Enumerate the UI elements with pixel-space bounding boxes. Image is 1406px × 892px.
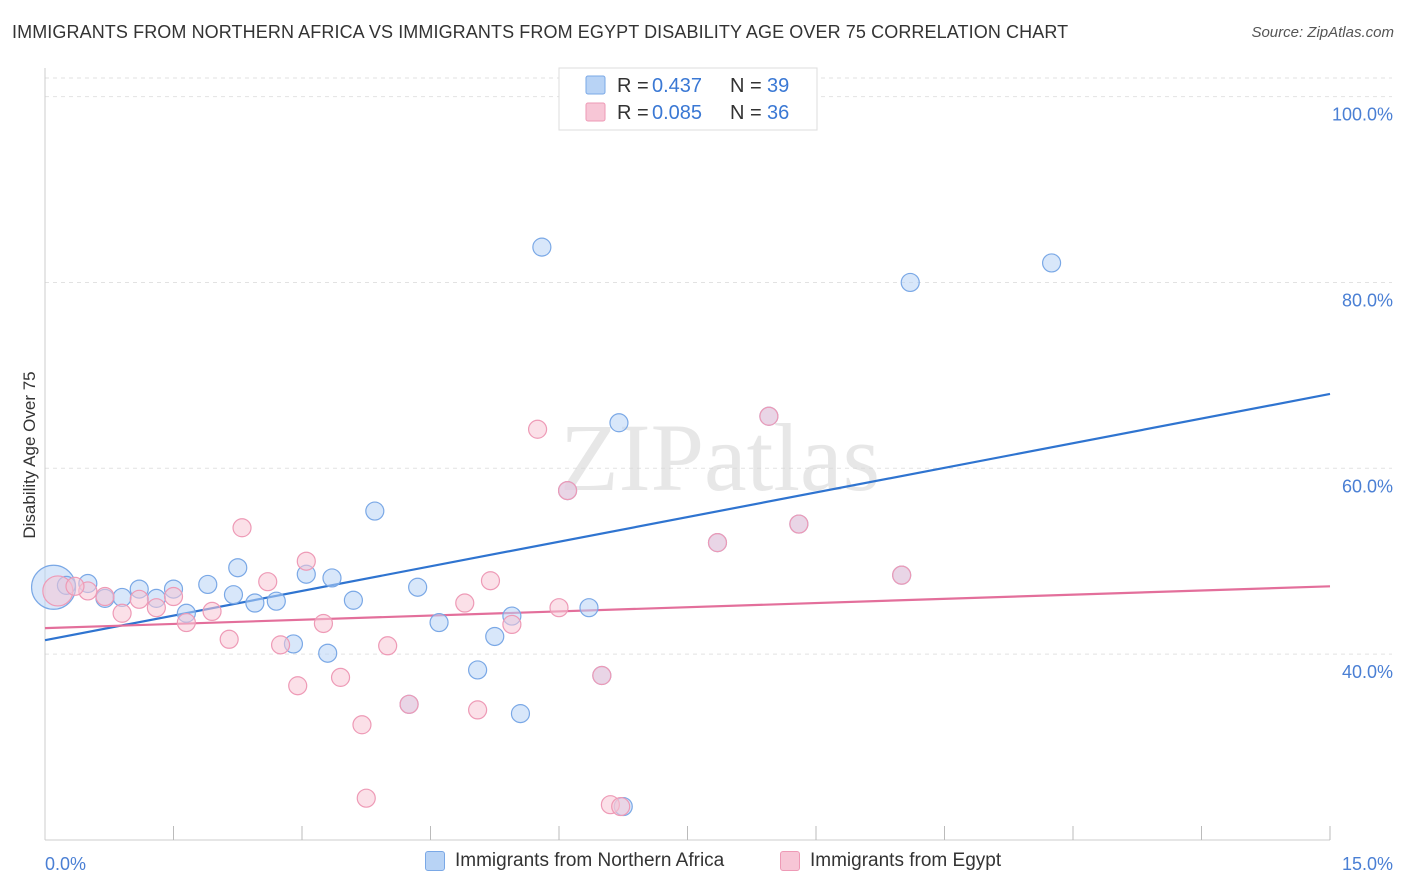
axes bbox=[44, 68, 1331, 841]
pink-data-point bbox=[480, 571, 501, 591]
pink-data-point bbox=[611, 796, 631, 817]
pink-swatch bbox=[780, 851, 800, 871]
legend-n-label: N = bbox=[730, 102, 762, 124]
legend-r-label: R = bbox=[617, 102, 649, 124]
legend-r-label: R = bbox=[617, 75, 649, 97]
bottom-legend-label: Immigrants from Egypt bbox=[810, 850, 1002, 871]
blue-data-point bbox=[266, 591, 286, 611]
blue-data-point bbox=[408, 577, 428, 597]
pink-data-point bbox=[270, 635, 291, 655]
pink-data-point bbox=[707, 533, 728, 553]
pink-data-point bbox=[112, 603, 132, 623]
pink-data-point bbox=[455, 593, 475, 613]
blue-data-point bbox=[343, 590, 363, 610]
pink-data-point bbox=[399, 694, 419, 714]
blue-legend-swatch bbox=[585, 75, 606, 95]
pink-legend-swatch bbox=[585, 102, 606, 122]
pink-data-point bbox=[258, 572, 278, 592]
blue-swatch bbox=[425, 851, 445, 871]
pink-data-point bbox=[330, 667, 351, 687]
pink-data-point bbox=[789, 514, 809, 534]
blue-data-point bbox=[609, 413, 629, 433]
data-points bbox=[30, 237, 1062, 817]
y-tick-label: 60.0% bbox=[1342, 476, 1393, 496]
pink-data-point bbox=[146, 598, 166, 618]
watermark: ZIPatlas bbox=[560, 404, 880, 511]
pink-data-point bbox=[892, 565, 912, 585]
y-tick-label: 80.0% bbox=[1342, 290, 1393, 310]
blue-data-point bbox=[318, 643, 338, 663]
pink-trend-line bbox=[44, 585, 1331, 630]
blue-data-point bbox=[900, 272, 920, 293]
pink-data-point bbox=[95, 586, 115, 607]
y-axis-title: Disability Age Over 75 bbox=[20, 371, 39, 538]
pink-data-point bbox=[557, 480, 578, 501]
y-tick-label: 40.0% bbox=[1342, 662, 1393, 682]
pink-data-point bbox=[502, 614, 522, 635]
pink-data-point bbox=[759, 406, 779, 426]
pink-data-point bbox=[176, 612, 196, 633]
legend-r-value: 0.085 bbox=[652, 102, 702, 124]
pink-data-point bbox=[232, 518, 252, 538]
pink-data-point bbox=[163, 586, 184, 607]
blue-data-point bbox=[322, 568, 342, 588]
source-label: Source: ZipAtlas.com bbox=[1251, 24, 1394, 41]
blue-data-point bbox=[365, 501, 385, 521]
blue-data-point bbox=[228, 558, 248, 578]
blue-data-point bbox=[1041, 253, 1062, 273]
pink-data-point bbox=[356, 788, 376, 808]
pink-data-point bbox=[219, 629, 239, 649]
bottom-legend-item-egypt: Immigrants from Egypt bbox=[780, 850, 1001, 872]
pink-data-point bbox=[288, 676, 308, 696]
blue-data-point bbox=[223, 585, 244, 605]
chart-title: IMMIGRANTS FROM NORTHERN AFRICA VS IMMIG… bbox=[12, 22, 1069, 42]
x-tick-label: 15.0% bbox=[1342, 854, 1393, 874]
pink-data-point bbox=[296, 551, 316, 571]
pink-data-point bbox=[468, 700, 488, 720]
pink-data-point bbox=[313, 613, 334, 634]
pink-data-point bbox=[352, 715, 372, 735]
legend-n-label: N = bbox=[730, 75, 762, 97]
blue-data-point bbox=[510, 704, 531, 724]
blue-data-point bbox=[485, 626, 505, 647]
pink-data-point bbox=[129, 589, 149, 609]
y-tick-label: 100.0% bbox=[1332, 105, 1393, 125]
tick-labels: 40.0% 60.0% 80.0% 100.0% 0.0% 15.0% bbox=[45, 105, 1393, 874]
pink-data-point bbox=[527, 419, 548, 439]
pink-data-point bbox=[202, 601, 222, 622]
pink-data-point bbox=[592, 665, 612, 686]
blue-data-point bbox=[579, 598, 599, 618]
bottom-legend-item-northern-africa: Immigrants from Northern Africa bbox=[425, 850, 724, 872]
blue-data-point bbox=[198, 574, 218, 595]
bottom-legend-label: Immigrants from Northern Africa bbox=[455, 850, 725, 871]
legend-box: R = 0.437 N = 39 R = 0.085 N = 36 bbox=[558, 67, 818, 131]
blue-data-point bbox=[468, 660, 488, 680]
blue-data-point bbox=[245, 593, 265, 613]
pink-data-point bbox=[378, 636, 398, 656]
pink-data-point bbox=[65, 576, 85, 596]
x-tick-label: 0.0% bbox=[45, 854, 86, 874]
blue-data-point bbox=[429, 612, 449, 633]
pink-data-point bbox=[549, 598, 569, 618]
legend-n-value: 39 bbox=[767, 75, 789, 97]
legend-r-value: 0.437 bbox=[652, 75, 702, 97]
legend-n-value: 36 bbox=[767, 102, 789, 124]
blue-data-point bbox=[532, 237, 552, 257]
